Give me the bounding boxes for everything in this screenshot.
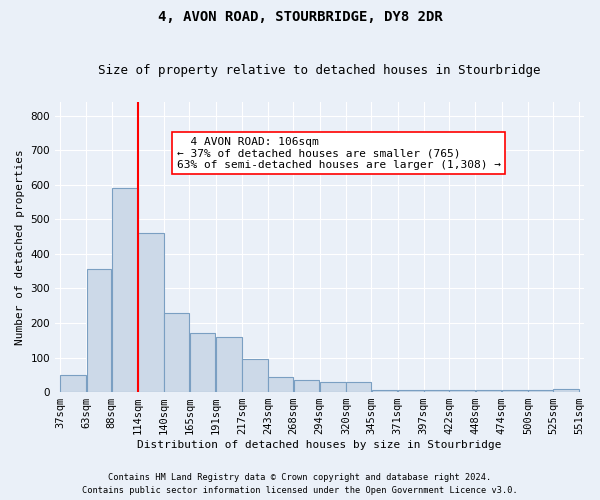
Bar xyxy=(61,375,86,392)
Bar xyxy=(553,388,579,392)
Bar xyxy=(320,382,346,392)
Bar xyxy=(164,312,189,392)
Bar xyxy=(424,390,449,392)
Bar xyxy=(371,390,397,392)
Bar xyxy=(398,390,424,392)
Bar xyxy=(242,360,268,392)
X-axis label: Distribution of detached houses by size in Stourbridge: Distribution of detached houses by size … xyxy=(137,440,502,450)
Bar xyxy=(476,390,502,392)
Bar xyxy=(502,390,527,392)
Y-axis label: Number of detached properties: Number of detached properties xyxy=(15,149,25,345)
Bar xyxy=(138,233,164,392)
Bar xyxy=(216,337,242,392)
Bar xyxy=(112,188,137,392)
Text: Contains HM Land Registry data © Crown copyright and database right 2024.
Contai: Contains HM Land Registry data © Crown c… xyxy=(82,474,518,495)
Bar xyxy=(294,380,319,392)
Bar xyxy=(449,390,475,392)
Text: 4, AVON ROAD, STOURBRIDGE, DY8 2DR: 4, AVON ROAD, STOURBRIDGE, DY8 2DR xyxy=(158,10,442,24)
Title: Size of property relative to detached houses in Stourbridge: Size of property relative to detached ho… xyxy=(98,64,541,77)
Bar xyxy=(268,376,293,392)
Bar xyxy=(190,334,215,392)
Bar xyxy=(86,270,112,392)
Bar xyxy=(528,390,553,392)
Bar xyxy=(346,382,371,392)
Text: 4 AVON ROAD: 106sqm
← 37% of detached houses are smaller (765)
63% of semi-detac: 4 AVON ROAD: 106sqm ← 37% of detached ho… xyxy=(177,136,501,170)
